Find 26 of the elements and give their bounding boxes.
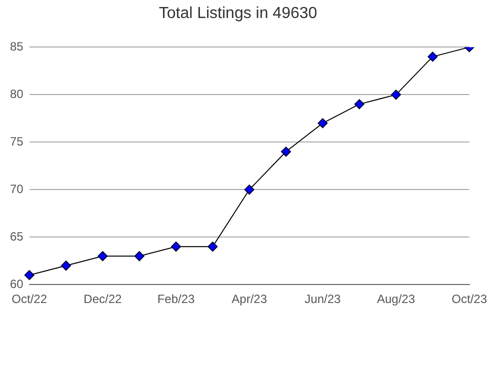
x-tick-label: Dec/22 (84, 292, 122, 306)
point (61, 260, 72, 271)
point (390, 90, 401, 100)
y-tick-label: 60 (10, 276, 24, 291)
x-tick-label: Apr/23 (232, 292, 268, 306)
x-tick-label: Aug/23 (376, 292, 416, 306)
point (244, 184, 254, 195)
x-tick-label: Oct/23 (452, 292, 488, 306)
point (98, 251, 108, 262)
point (171, 242, 182, 252)
point (281, 146, 291, 157)
point (134, 251, 144, 262)
x-tick-label: Oct/22 (12, 292, 48, 306)
y-tick-label: 65 (10, 229, 24, 244)
point (318, 118, 328, 128)
point (24, 270, 34, 280)
x-tick-label: Feb/23 (157, 292, 196, 306)
x-tick-label: Jun/23 (304, 292, 342, 306)
point (428, 52, 438, 62)
y-tick-label: 75 (10, 134, 24, 148)
y-tick-label: 80 (10, 86, 24, 101)
chart-title: Total Listings in 49630 (158, 5, 318, 22)
y-tick-label: 85 (10, 40, 24, 54)
point (208, 242, 218, 252)
point (354, 99, 364, 110)
y-tick-label: 70 (10, 182, 24, 196)
